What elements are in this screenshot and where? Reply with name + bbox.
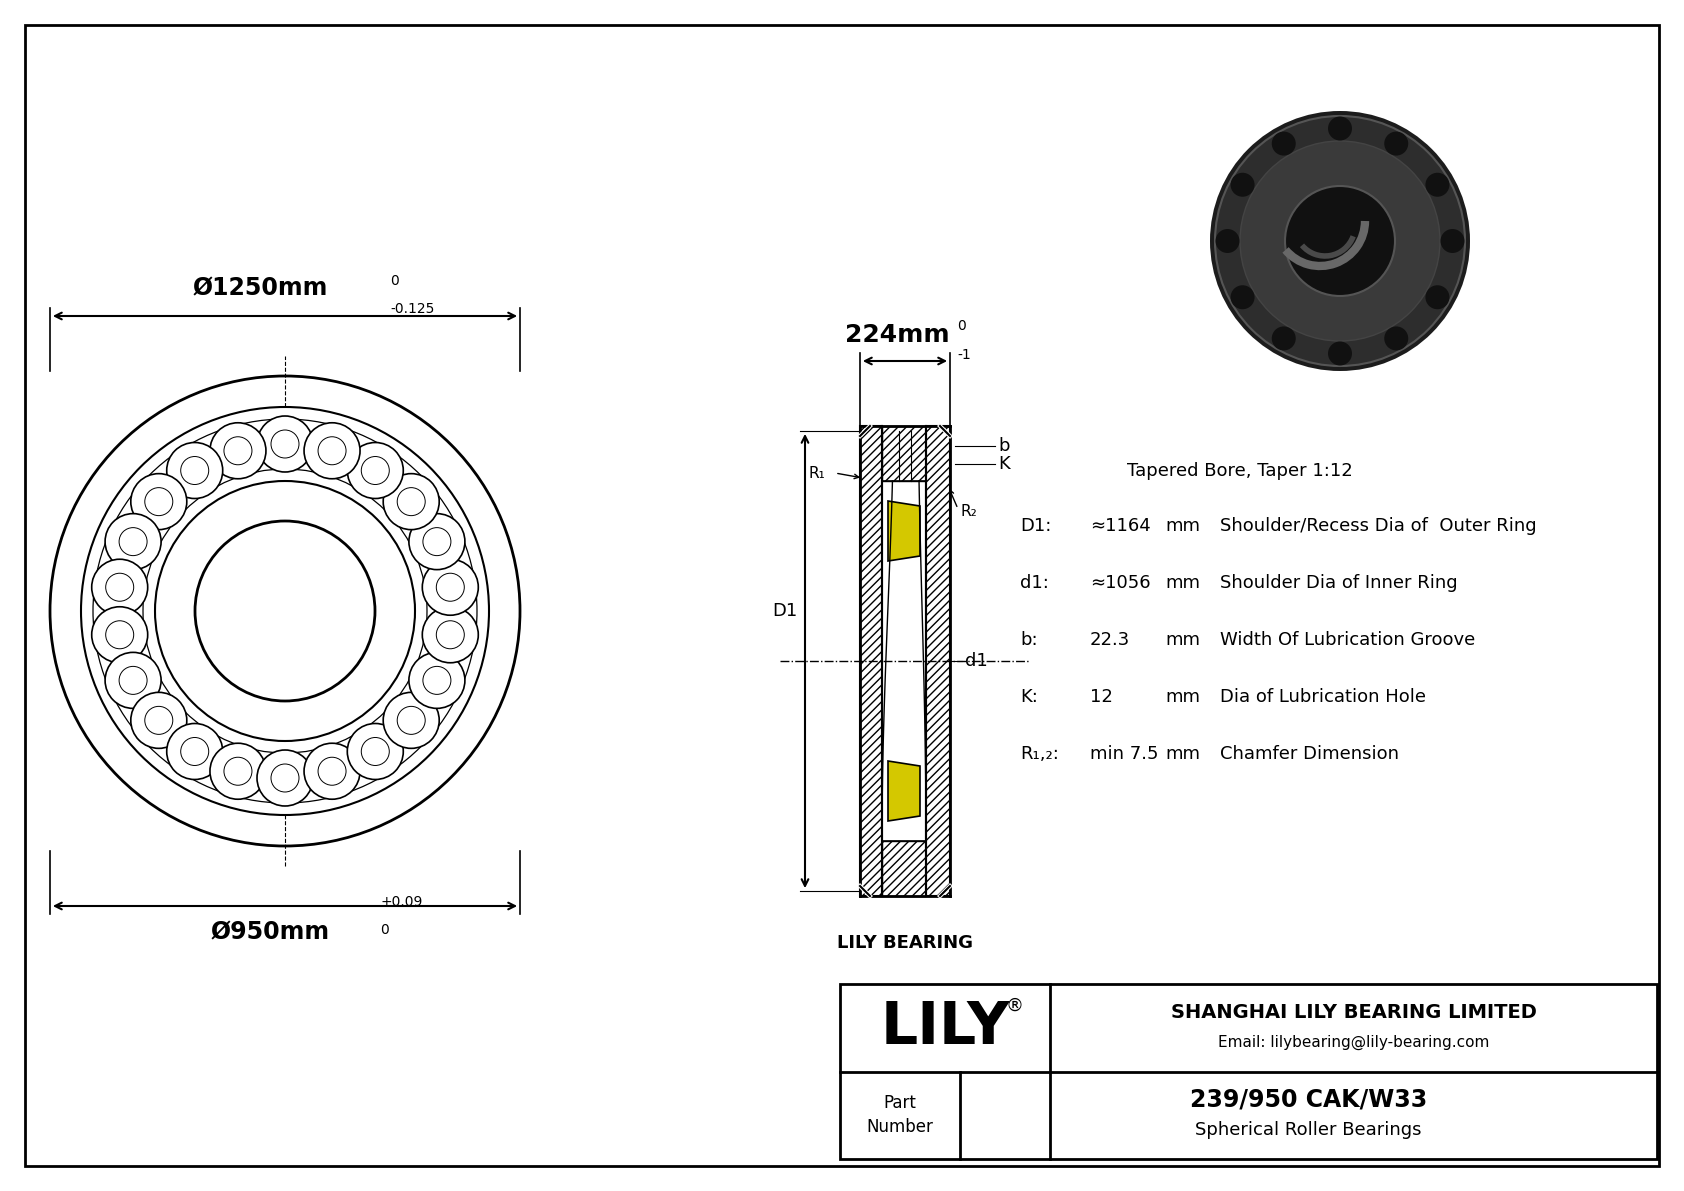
Circle shape [1216, 229, 1239, 252]
Circle shape [258, 416, 313, 472]
Circle shape [1214, 116, 1465, 366]
Text: D1: D1 [771, 601, 797, 621]
Polygon shape [882, 841, 926, 896]
Circle shape [347, 443, 402, 499]
Text: 224mm: 224mm [845, 323, 950, 347]
Polygon shape [882, 426, 926, 481]
Circle shape [1425, 173, 1450, 197]
Text: Ø1250mm: Ø1250mm [192, 276, 328, 300]
Circle shape [347, 723, 402, 779]
Text: LILY BEARING: LILY BEARING [837, 934, 973, 952]
Text: Tapered Bore, Taper 1:12: Tapered Bore, Taper 1:12 [1127, 462, 1352, 480]
Text: -1: -1 [957, 348, 970, 362]
Polygon shape [887, 501, 919, 561]
Circle shape [258, 750, 313, 806]
Circle shape [91, 606, 148, 662]
Polygon shape [887, 761, 919, 821]
Text: mm: mm [1165, 631, 1201, 649]
Circle shape [1425, 286, 1450, 310]
Text: d1: d1 [965, 651, 989, 671]
Text: R₁: R₁ [808, 466, 825, 480]
Text: 0: 0 [391, 274, 399, 288]
Text: 22.3: 22.3 [1090, 631, 1130, 649]
Text: Shoulder Dia of Inner Ring: Shoulder Dia of Inner Ring [1219, 574, 1458, 592]
Circle shape [81, 407, 488, 815]
Circle shape [1329, 342, 1352, 366]
Text: Dia of Lubrication Hole: Dia of Lubrication Hole [1219, 688, 1426, 706]
Bar [840, 984, 1657, 1159]
Circle shape [1384, 326, 1408, 350]
Text: Email: lilybearing@lily-bearing.com: Email: lilybearing@lily-bearing.com [1218, 1035, 1489, 1050]
Text: mm: mm [1165, 746, 1201, 763]
Circle shape [423, 560, 478, 616]
Text: +0.09: +0.09 [381, 894, 423, 909]
Circle shape [305, 743, 360, 799]
Circle shape [305, 423, 360, 479]
Text: K:: K: [1021, 688, 1037, 706]
Circle shape [1231, 173, 1255, 197]
Text: -0.125: -0.125 [391, 303, 434, 316]
Circle shape [104, 653, 162, 709]
Circle shape [384, 474, 440, 530]
Circle shape [1239, 141, 1440, 341]
Text: 239/950 CAK/W33: 239/950 CAK/W33 [1191, 1087, 1426, 1111]
Text: D1:: D1: [1021, 517, 1051, 535]
Text: b: b [999, 437, 1009, 455]
Text: R₁,₂:: R₁,₂: [1021, 746, 1059, 763]
Text: LILY: LILY [881, 999, 1010, 1056]
Circle shape [167, 443, 222, 499]
Text: d1:: d1: [1021, 574, 1049, 592]
Circle shape [1231, 286, 1255, 310]
Text: mm: mm [1165, 688, 1201, 706]
Text: ®: ® [1005, 997, 1024, 1015]
Text: Width Of Lubrication Groove: Width Of Lubrication Groove [1219, 631, 1475, 649]
Circle shape [210, 743, 266, 799]
Text: Chamfer Dimension: Chamfer Dimension [1219, 746, 1399, 763]
Text: Spherical Roller Bearings: Spherical Roller Bearings [1196, 1121, 1421, 1140]
Polygon shape [926, 426, 950, 896]
Circle shape [409, 513, 465, 569]
Text: R₂: R₂ [960, 504, 977, 518]
Text: min 7.5: min 7.5 [1090, 746, 1159, 763]
Text: Part
Number: Part Number [867, 1095, 933, 1136]
Circle shape [167, 723, 222, 779]
Circle shape [210, 423, 266, 479]
Circle shape [1285, 186, 1394, 297]
Text: Shoulder/Recess Dia of  Outer Ring: Shoulder/Recess Dia of Outer Ring [1219, 517, 1536, 535]
Circle shape [1271, 326, 1295, 350]
Circle shape [384, 692, 440, 748]
Text: b:: b: [1021, 631, 1037, 649]
Circle shape [1329, 117, 1352, 141]
Text: 12: 12 [1090, 688, 1113, 706]
Circle shape [155, 481, 414, 741]
Circle shape [1384, 131, 1408, 156]
Circle shape [1211, 111, 1470, 372]
Circle shape [104, 513, 162, 569]
Text: mm: mm [1165, 517, 1201, 535]
Circle shape [131, 474, 187, 530]
Circle shape [1440, 229, 1465, 252]
Text: Ø950mm: Ø950mm [210, 919, 330, 944]
Circle shape [131, 692, 187, 748]
Circle shape [423, 606, 478, 662]
Text: 0: 0 [381, 923, 389, 937]
Text: ≈1056: ≈1056 [1090, 574, 1150, 592]
Circle shape [195, 520, 376, 701]
Text: K: K [999, 455, 1010, 473]
Polygon shape [861, 426, 882, 896]
Text: SHANGHAI LILY BEARING LIMITED: SHANGHAI LILY BEARING LIMITED [1170, 1003, 1536, 1022]
Circle shape [1271, 131, 1295, 156]
Circle shape [409, 653, 465, 709]
Text: ≈1164: ≈1164 [1090, 517, 1150, 535]
Text: 0: 0 [957, 319, 965, 333]
Circle shape [91, 560, 148, 616]
Circle shape [51, 376, 520, 846]
Text: mm: mm [1165, 574, 1201, 592]
